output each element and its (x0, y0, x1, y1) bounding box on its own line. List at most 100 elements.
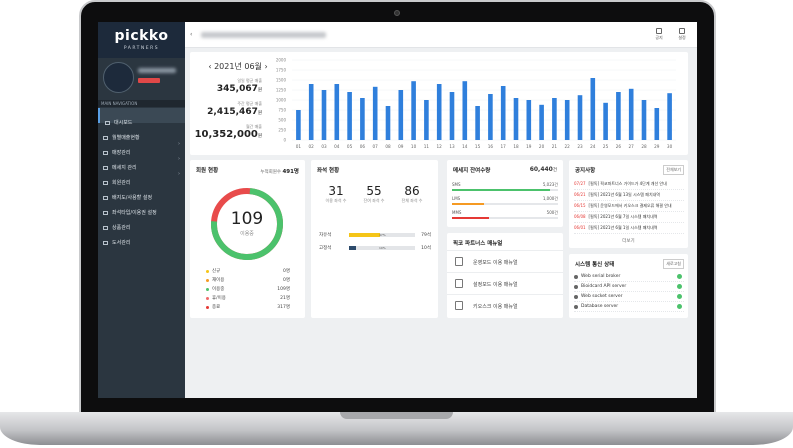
notice-item[interactable]: 07/27 [필독] 픽코파트너스 가이드가 4단계 개선 안내 (574, 179, 684, 190)
bar (526, 100, 532, 140)
collapse-arrow[interactable]: ‹ (190, 31, 193, 38)
notice-item[interactable]: 06/21 [필독] 2021년 6월 13일 시스템 패치내역 (574, 190, 684, 201)
status-dot (677, 294, 682, 299)
total-label: 누적회원수 (260, 170, 282, 175)
header-action[interactable]: 설정 (672, 26, 692, 46)
notice-item[interactable]: 06/15 [필독] 운영모드에서 키오스크 결제오류 해결 안내 (574, 201, 684, 212)
menu-icon (103, 180, 108, 185)
manual-icon (455, 279, 463, 288)
x-tick-label: 26 (616, 144, 622, 149)
menu-icon (103, 165, 108, 170)
system-card: 시스템 통신 상태 새로고침 Web serial broker Bioidcar… (569, 254, 688, 318)
stat-label: 주간 평균 매출 (237, 101, 262, 106)
bar (411, 81, 416, 140)
manual-item[interactable]: 운영모드 이용 매뉴얼 (447, 250, 563, 272)
notice-list: 07/27 [필독] 픽코파트너스 가이드가 4단계 개선 안내 06/21 [필독]… (574, 179, 684, 234)
manual-item[interactable]: 설정모드 이용 매뉴얼 (447, 272, 563, 294)
y-tick-label: 1250 (276, 88, 287, 93)
x-tick-label: 04 (334, 144, 340, 149)
manual-item[interactable]: 키오스크 이용 매뉴얼 (447, 294, 563, 316)
x-tick-label: 18 (513, 144, 519, 149)
menu-item[interactable]: 좌석타입/이용권 설정 (98, 198, 185, 216)
seat-value: 86 (404, 184, 420, 198)
message-count: 500건 (546, 210, 558, 215)
legend-dot (206, 269, 209, 273)
prev-month[interactable]: ‹ (208, 62, 215, 71)
month: 2021년 06월 (214, 62, 262, 71)
action-label: 공지 (655, 35, 663, 40)
legend-item: 종료 317명 (206, 304, 290, 313)
menu-item[interactable]: 메세지 관리 › (98, 153, 185, 171)
logout-button[interactable] (138, 78, 160, 83)
stat-label: 월간 매출 (246, 124, 262, 129)
header-action[interactable]: 공지 (649, 26, 669, 46)
menu-label: 배지도/사용할 설정 (112, 195, 153, 201)
legend-dot (206, 296, 209, 300)
stat-amount: 2,415,467 (207, 107, 258, 117)
y-tick-label: 1000 (276, 98, 287, 103)
message-rows: SMS 5,023건 LMS 1,000건 MMS 500건 (452, 182, 558, 224)
refresh-button[interactable]: 새로고침 (663, 259, 684, 269)
seat-percent: 47% (379, 233, 386, 237)
avatar (103, 62, 134, 93)
laptop-notch (340, 412, 453, 419)
bar (334, 84, 340, 140)
menu-item[interactable]: 회원관리 › (98, 168, 185, 186)
user-name (138, 68, 176, 73)
message-row: SMS 5,023건 (452, 182, 558, 196)
bar (308, 84, 314, 140)
system-item: Bioidcard API server (574, 282, 684, 292)
members-card: 회원 현황 누적회원수 491명 109 이용중 신규 0명 재이용 0명 이용중 109… (190, 160, 305, 318)
notice-item[interactable]: 06/01 [필독] 2021년 6월 1일 시스템 패치내역 (574, 223, 684, 234)
all-button[interactable]: 전체보기 (663, 165, 684, 175)
manual-label: 키오스크 이용 매뉴얼 (473, 304, 518, 310)
message-type: SMS (452, 182, 461, 187)
legend-name: 종료 (212, 305, 221, 310)
card-title: 픽코 파트너스 매뉴얼 (453, 241, 503, 247)
menu: 대시보드 월별매출현황 매장관리 › 메세지 관리 › 회원관리 › 배지도/사용할 설정 좌석타… (98, 108, 185, 246)
x-tick-label: 22 (565, 144, 571, 149)
message-track (452, 203, 558, 205)
menu-arrow: › (178, 156, 180, 162)
menu-icon (103, 195, 108, 200)
bar (641, 100, 647, 140)
menu-item[interactable]: 월별매출현황 (98, 123, 185, 141)
card-title: 공지사항 (575, 168, 596, 174)
menu-item[interactable]: 상품관리 (98, 213, 185, 231)
bar (475, 106, 480, 140)
action-label: 설정 (678, 35, 686, 40)
menu-icon (105, 120, 110, 125)
next-month[interactable]: › (261, 62, 268, 71)
system-icon (574, 294, 578, 299)
menu-item[interactable]: 대시보드 (98, 108, 185, 126)
manual-icon (455, 257, 463, 266)
x-tick-label: 29 (654, 144, 660, 149)
bar (590, 78, 596, 140)
seat-label: 이용 좌석 수 (325, 198, 347, 203)
y-tick-label: 250 (278, 128, 286, 133)
menu-item[interactable]: 도서관리 (98, 228, 185, 246)
bar (372, 86, 378, 140)
x-tick-label: 10 (411, 144, 417, 149)
nav-header: MAIN NAVIGATION (98, 100, 185, 107)
x-tick-label: 14 (462, 144, 468, 149)
more-link[interactable]: 더보기 (622, 239, 635, 244)
notice-item[interactable]: 06/08 [필독] 2021년 6월 7일 시스템 패치내역 (574, 212, 684, 223)
sales-stats: 일일 평균 매출 345,067원 주간 평균 매출 2,415,467원 월간 매출 1… (190, 78, 262, 147)
bar (667, 93, 672, 140)
menu-item[interactable]: 배지도/사용할 설정 (98, 183, 185, 201)
seat-value: 31 (328, 184, 344, 198)
system-icon (574, 304, 578, 309)
x-tick-label: 01 (296, 144, 302, 149)
logo: pickko (114, 28, 169, 44)
notice-text: [필독] 2021년 6월 1일 시스템 패치내역 (588, 225, 658, 230)
bar (385, 106, 391, 140)
menu-item[interactable]: 매장관리 › (98, 138, 185, 156)
stat-value: 2,415,467원 (190, 107, 262, 119)
x-tick-label: 27 (629, 144, 635, 149)
x-tick-label: 03 (321, 144, 327, 149)
x-tick-label: 16 (488, 144, 494, 149)
seat-rows: 자유석 47% 79석 고정석 10% 10석 (319, 232, 431, 258)
message-type: LMS (452, 196, 461, 201)
